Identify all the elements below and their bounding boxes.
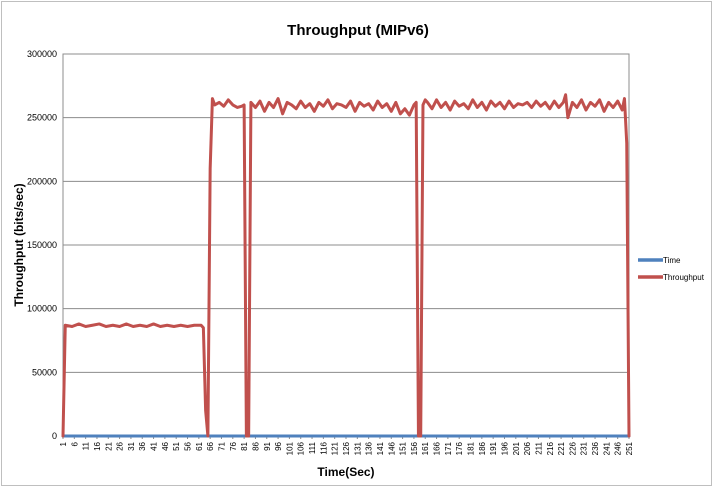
x-tick-label: 91 (263, 441, 272, 450)
x-tick-label: 111 (308, 441, 317, 454)
legend-label: Time (663, 256, 681, 265)
x-tick-label: 41 (150, 441, 159, 450)
x-tick-label: 56 (184, 441, 193, 450)
y-axis-title: Throughput (bits/sec) (12, 183, 26, 306)
x-tick-label: 216 (546, 441, 555, 455)
x-tick-label: 26 (116, 441, 125, 450)
x-tick-label: 31 (127, 441, 136, 450)
x-tick-label: 66 (206, 441, 215, 450)
x-tick-label: 206 (523, 441, 532, 455)
x-tick-label: 191 (489, 441, 498, 455)
x-tick-label: 126 (342, 441, 351, 455)
x-tick-label: 176 (455, 441, 464, 455)
y-tick-label: 150000 (27, 240, 57, 250)
y-tick-label: 250000 (27, 113, 57, 123)
x-tick-label: 201 (512, 441, 521, 455)
x-tick-label: 171 (444, 441, 453, 455)
x-tick-label: 86 (251, 441, 260, 450)
x-tick-label: 61 (195, 441, 204, 450)
x-tick-label: 166 (433, 441, 442, 455)
x-tick-label: 6 (70, 441, 79, 446)
x-tick-label: 106 (297, 441, 306, 455)
x-tick-label: 16 (93, 441, 102, 450)
x-tick-label: 1 (59, 441, 68, 446)
x-tick-label: 196 (500, 441, 509, 455)
x-tick-label: 76 (229, 441, 238, 450)
x-tick-label: 241 (602, 441, 611, 455)
x-tick-label: 46 (161, 441, 170, 450)
series-line-throughput (61, 93, 631, 438)
x-tick-label: 181 (467, 441, 476, 455)
x-axis-ticks: 1 6 11 16 21 26 31 36 41 46 51 56 61 66 71 76 81 86 91 96 10… (59, 436, 634, 455)
x-tick-label: 116 (319, 441, 328, 454)
x-tick-label: 71 (217, 441, 226, 450)
y-axis-ticks: 0 50000 100000 150000 200000 250000 300000 (27, 49, 57, 441)
x-tick-label: 146 (387, 441, 396, 455)
series-lines (61, 93, 631, 438)
x-tick-label: 96 (274, 441, 283, 450)
x-tick-label: 226 (568, 441, 577, 455)
x-tick-label: 211 (534, 441, 543, 454)
x-axis-title: Time(Sec) (317, 465, 374, 479)
y-tick-label: 50000 (32, 367, 57, 377)
x-tick-label: 161 (421, 441, 430, 455)
x-tick-label: 231 (580, 441, 589, 455)
x-tick-label: 141 (376, 441, 385, 455)
y-tick-label: 200000 (27, 176, 57, 186)
x-tick-label: 51 (172, 441, 181, 450)
chart-title: Throughput (MIPv6) (287, 22, 429, 39)
x-tick-label: 221 (557, 441, 566, 455)
legend-label: Throughput (663, 273, 705, 282)
legend: Time Throughput (638, 256, 705, 282)
x-tick-label: 11 (82, 441, 91, 450)
x-tick-label: 186 (478, 441, 487, 455)
x-tick-label: 81 (240, 441, 249, 450)
x-tick-label: 101 (285, 441, 294, 455)
x-tick-label: 121 (331, 441, 340, 455)
gridlines (63, 53, 629, 437)
y-tick-label: 0 (52, 431, 57, 441)
y-tick-label: 300000 (27, 49, 57, 59)
x-tick-label: 131 (353, 441, 362, 455)
x-tick-label: 36 (138, 441, 147, 450)
x-tick-label: 151 (399, 441, 408, 455)
y-tick-label: 100000 (27, 304, 57, 314)
x-tick-label: 251 (625, 441, 634, 455)
x-tick-label: 21 (104, 441, 113, 450)
x-tick-label: 236 (591, 441, 600, 455)
x-tick-label: 246 (614, 441, 623, 455)
x-tick-label: 156 (410, 441, 419, 455)
x-tick-label: 136 (365, 441, 374, 455)
